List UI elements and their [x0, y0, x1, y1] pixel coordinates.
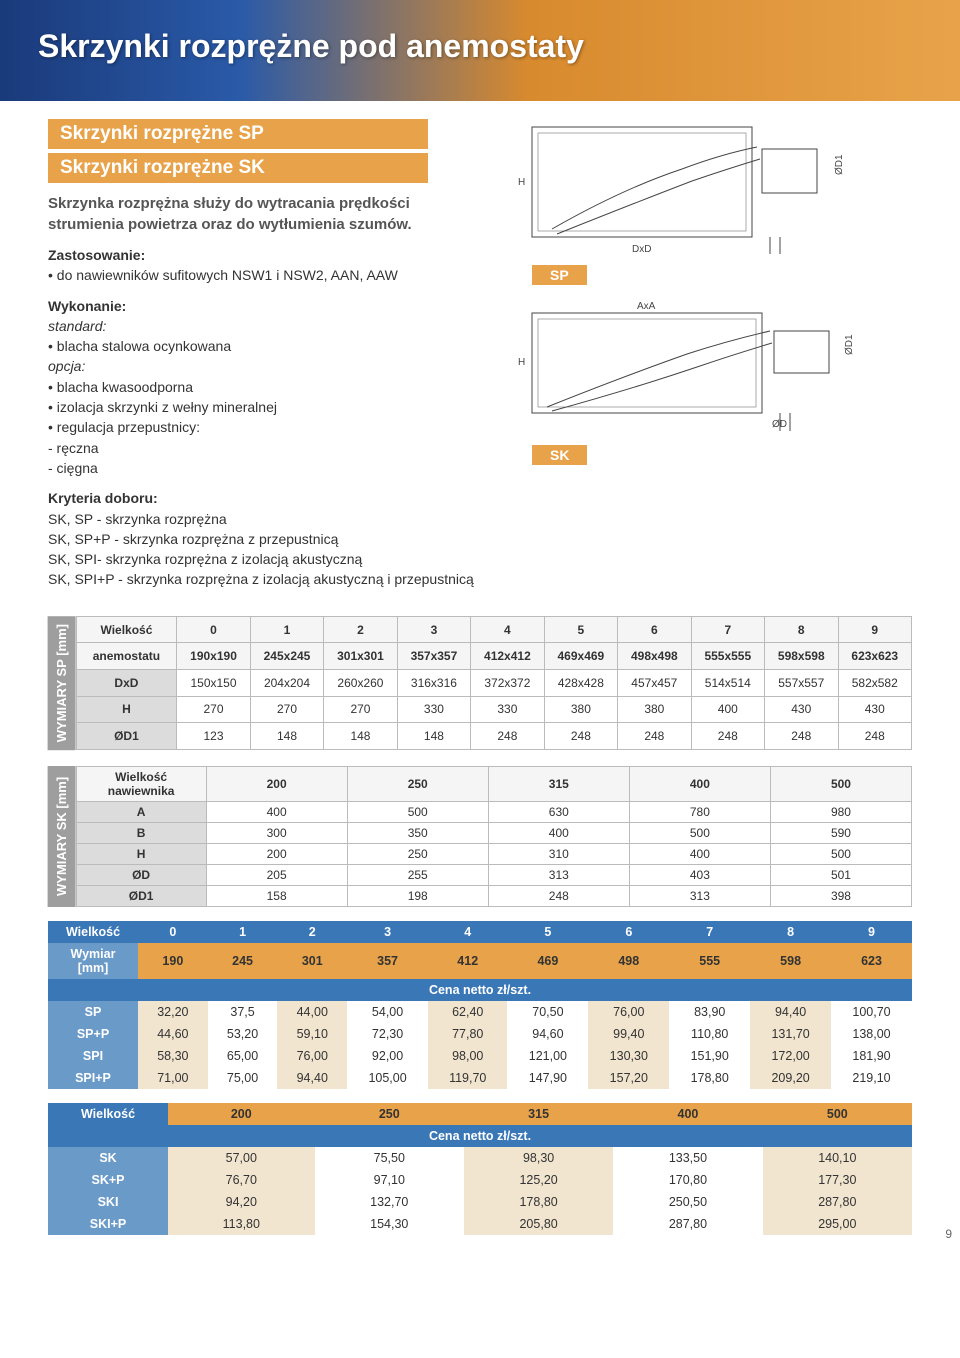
diagram-sp: H DxD ØD1 — [502, 119, 872, 259]
zastosowanie-block: Zastosowanie: • do nawiewników sufitowyc… — [48, 245, 478, 286]
wykonanie-opc: opcja: — [48, 358, 85, 374]
svg-text:H: H — [518, 177, 525, 188]
page-banner: Skrzynki rozprężne pod anemostaty — [0, 0, 960, 101]
page-number: 9 — [945, 1227, 952, 1241]
subheader-sp: Skrzynki rozprężne SP — [48, 119, 428, 149]
wykonanie-std: standard: — [48, 318, 106, 334]
svg-text:DxD: DxD — [632, 244, 651, 255]
kryteria-lead: Kryteria doboru: — [48, 490, 158, 506]
zastosowanie-lead: Zastosowanie: — [48, 247, 145, 263]
price-sk-table: Wielkość200250315400500Cena netto zł/szt… — [48, 1103, 912, 1235]
sp-table-vlabel: WYMIARY SP [mm] — [48, 616, 76, 750]
svg-text:ØD: ØD — [772, 419, 787, 430]
diagram-sp-label: SP — [532, 265, 587, 285]
subheader-sk: Skrzynki rozprężne SK — [48, 153, 428, 183]
svg-text:ØD1: ØD1 — [834, 154, 845, 175]
kryteria-block: Kryteria doboru: SK, SP - skrzynka rozpr… — [48, 488, 478, 589]
intro-text: Skrzynka rozprężna służy do wytracania p… — [48, 193, 448, 235]
sp-dimensions-table: WYMIARY SP [mm] Wielkość0123456789anemos… — [48, 616, 912, 750]
diagram-sk: H AxA ØD ØD1 — [502, 299, 872, 439]
zastosowanie-line: • do nawiewników sufitowych NSW1 i NSW2,… — [48, 267, 398, 283]
price-sp-table: Wielkość0123456789Wymiar [mm]19024530135… — [48, 921, 912, 1089]
svg-text:H: H — [518, 357, 525, 368]
wykonanie-block: Wykonanie: standard: • blacha stalowa oc… — [48, 296, 478, 479]
sk-table-vlabel: WYMIARY SK [mm] — [48, 766, 76, 907]
sk-dimensions-table: WYMIARY SK [mm] Wielkość nawiewnika20025… — [48, 766, 912, 907]
svg-text:ØD1: ØD1 — [844, 334, 855, 355]
page-title: Skrzynki rozprężne pod anemostaty — [38, 28, 922, 65]
svg-text:AxA: AxA — [637, 301, 656, 312]
diagram-sk-label: SK — [532, 445, 587, 465]
wykonanie-lead: Wykonanie: — [48, 298, 126, 314]
